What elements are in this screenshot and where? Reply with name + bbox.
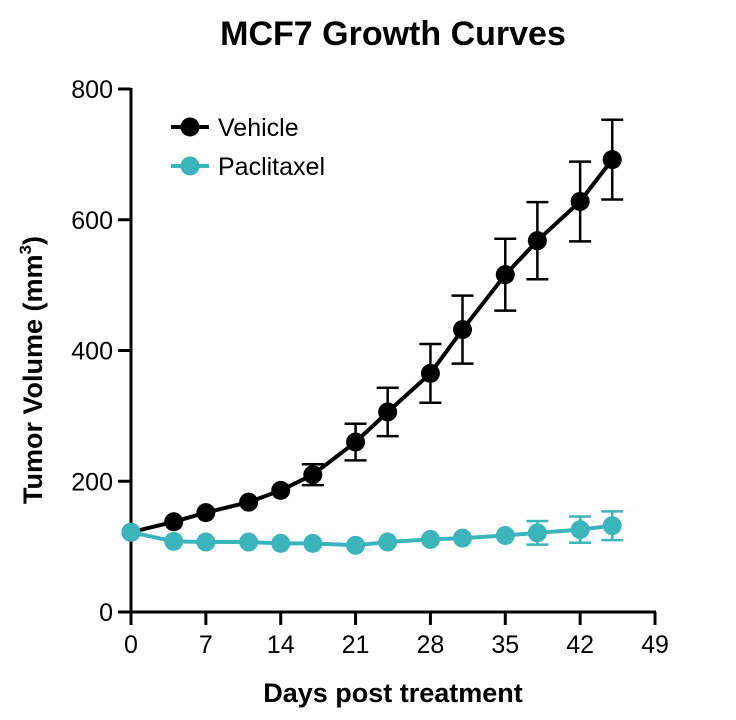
y-axis-label: Tumor Volume (mm3) (16, 236, 48, 504)
chart-title: MCF7 Growth Curves (220, 15, 566, 53)
y-tick-label: 0 (99, 599, 113, 627)
series-line (130, 158, 614, 535)
data-point (239, 492, 259, 512)
data-point (453, 528, 473, 548)
legend-swatch-marker (180, 117, 200, 137)
x-tick-label: 14 (267, 631, 295, 659)
data-point (602, 516, 622, 536)
data-point (196, 532, 216, 552)
x-tick-label: 35 (491, 631, 519, 659)
y-tick-label: 600 (71, 207, 113, 235)
x-tick-label: 0 (124, 631, 138, 659)
data-point (121, 522, 141, 542)
x-axis-label: Days post treatment (263, 678, 523, 708)
x-tick-label: 7 (199, 631, 213, 659)
legend-swatch-marker (180, 156, 200, 176)
data-point (271, 480, 291, 500)
legend-item-paclitaxel: Paclitaxel (171, 153, 325, 181)
data-point (164, 512, 184, 532)
legend-label: Vehicle (218, 114, 299, 142)
data-point (570, 520, 590, 540)
x-tick-label: 42 (566, 631, 594, 659)
data-point (164, 531, 184, 551)
data-point (420, 529, 440, 549)
data-point (271, 533, 291, 553)
legend-label: Paclitaxel (218, 153, 325, 181)
data-point (196, 503, 216, 523)
y-tick-label: 800 (71, 76, 113, 104)
data-point (378, 402, 398, 422)
data-point (346, 535, 366, 555)
data-point (303, 465, 323, 485)
series-paclitaxel (121, 510, 624, 555)
data-point (346, 432, 366, 452)
data-point (527, 231, 547, 251)
data-point (303, 533, 323, 553)
series-vehicle (121, 118, 624, 542)
data-point (420, 363, 440, 383)
series-layer (121, 118, 624, 555)
data-point (602, 150, 622, 170)
data-point (495, 526, 515, 546)
data-point (570, 191, 590, 211)
axes: 0 200 400 600 800 0 7 14 21 28 35 42 49 (71, 76, 669, 659)
x-tick-label: 49 (641, 631, 669, 659)
y-tick-label: 200 (71, 468, 113, 496)
data-point (453, 320, 473, 340)
x-tick-label: 21 (342, 631, 370, 659)
x-tick-label: 28 (417, 631, 445, 659)
data-point (378, 532, 398, 552)
data-point (495, 265, 515, 285)
legend-item-vehicle: Vehicle (171, 114, 299, 142)
legend: Vehicle Paclitaxel (171, 114, 325, 181)
y-tick-label: 400 (71, 338, 113, 366)
data-point (239, 532, 259, 552)
data-point (527, 523, 547, 543)
